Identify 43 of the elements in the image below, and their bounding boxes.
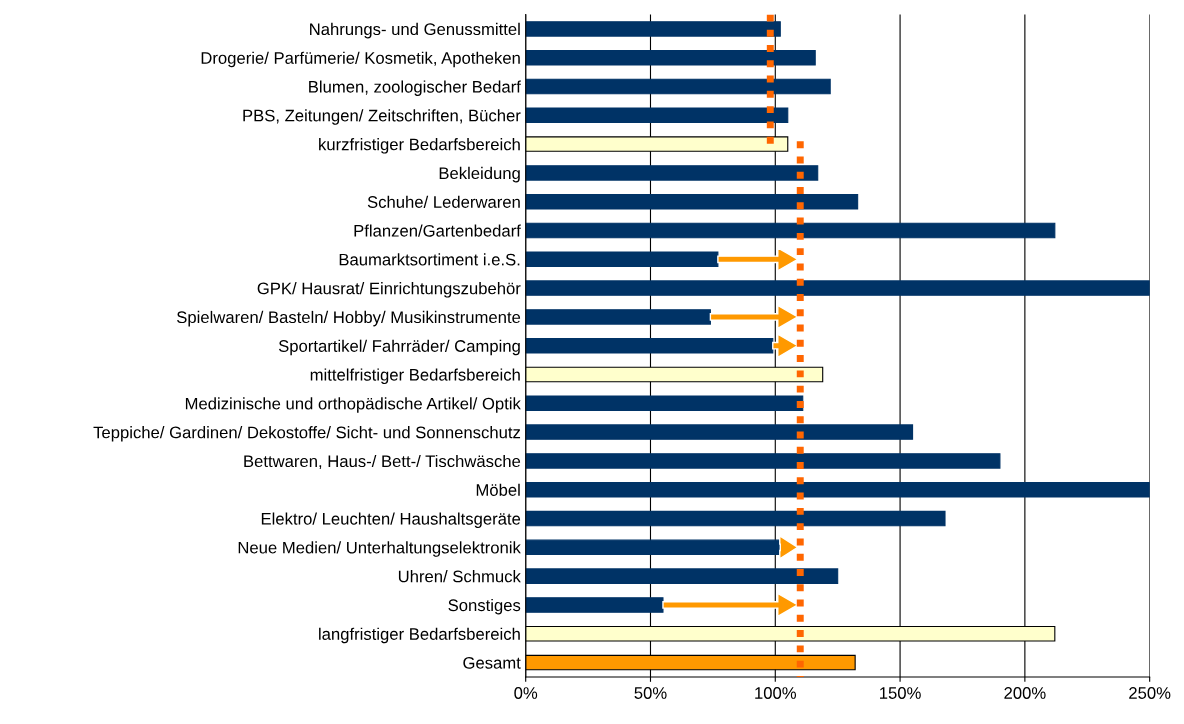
bar: [525, 222, 1056, 239]
y-tick-label: Spielwaren/ Basteln/ Hobby/ Musikinstrumente: [177, 310, 521, 327]
x-tick-label: 0%: [514, 687, 538, 699]
y-tick-label: Nahrungs- und Genussmittel: [310, 22, 520, 39]
bar: [525, 510, 946, 527]
y-tick-label: Bettwaren, Haus-/ Bett-/ Tischwäsche: [244, 454, 521, 470]
bar: [525, 165, 819, 181]
y-tick-label: Bekleidung: [439, 166, 520, 183]
y-tick-label: PBS, Zeitungen/ Zeitschriften, Bücher: [243, 109, 521, 125]
bar: [525, 481, 1150, 498]
y-tick-label: GPK/ Hausrat/ Einrichtungszubehör: [257, 282, 521, 298]
y-tick-label: langfristiger Bedarfsbereich: [319, 627, 520, 644]
bar: [525, 568, 839, 584]
x-tick-label: 250%: [1129, 687, 1171, 699]
y-tick-label: Schuhe/ Lederwaren: [367, 195, 520, 208]
bar: [525, 107, 789, 124]
x-tick-label: 100%: [755, 687, 796, 699]
bar: [525, 395, 804, 412]
bar: [525, 21, 781, 37]
y-tick-label: Sportartikel/ Fahrräder/ Camping: [278, 339, 520, 356]
y-tick-label: Gesamt: [463, 656, 521, 669]
x-tick-label: 200%: [1004, 687, 1046, 699]
y-tick-label: kurzfristiger Bedarfsbereich: [319, 138, 520, 154]
bar: [525, 49, 816, 66]
y-tick-label: Pflanzen/Gartenbedarf: [354, 224, 521, 237]
y-tick-label: Blumen, zoologischer Bedarf: [309, 80, 521, 96]
y-tick-label: Uhren/ Schmuck: [398, 570, 521, 583]
y-tick-label: Sonstiges: [448, 598, 521, 615]
bar: [525, 78, 831, 95]
y-tick-label: Medizinische und orthopädische Artikel/ Optik: [185, 397, 521, 413]
y-tick-label: Baumarktsortiment i.e.S.: [339, 253, 520, 266]
x-tick-label: 50%: [634, 687, 667, 699]
x-tick-label: 150%: [880, 687, 921, 699]
bar: [525, 424, 914, 440]
y-tick-label: Drogerie/ Parfümerie/ Kosmetik, Apotheken: [201, 51, 520, 68]
y-tick-label: Möbel: [476, 483, 520, 496]
bar: [525, 193, 859, 210]
y-tick-label: Teppiche/ Gardinen/ Dekostoffe/ Sicht- und Sonnenschutz: [93, 426, 521, 442]
y-tick-label: Elektro/ Leuchten/ Haushaltsgeräte: [261, 512, 521, 529]
y-tick-label: mittelfristiger Bedarfsbereich: [310, 368, 520, 385]
bar: [525, 453, 1001, 469]
y-tick-label: Neue Medien/ Unterhaltungselektronik: [238, 541, 521, 557]
bar: [525, 280, 1150, 296]
